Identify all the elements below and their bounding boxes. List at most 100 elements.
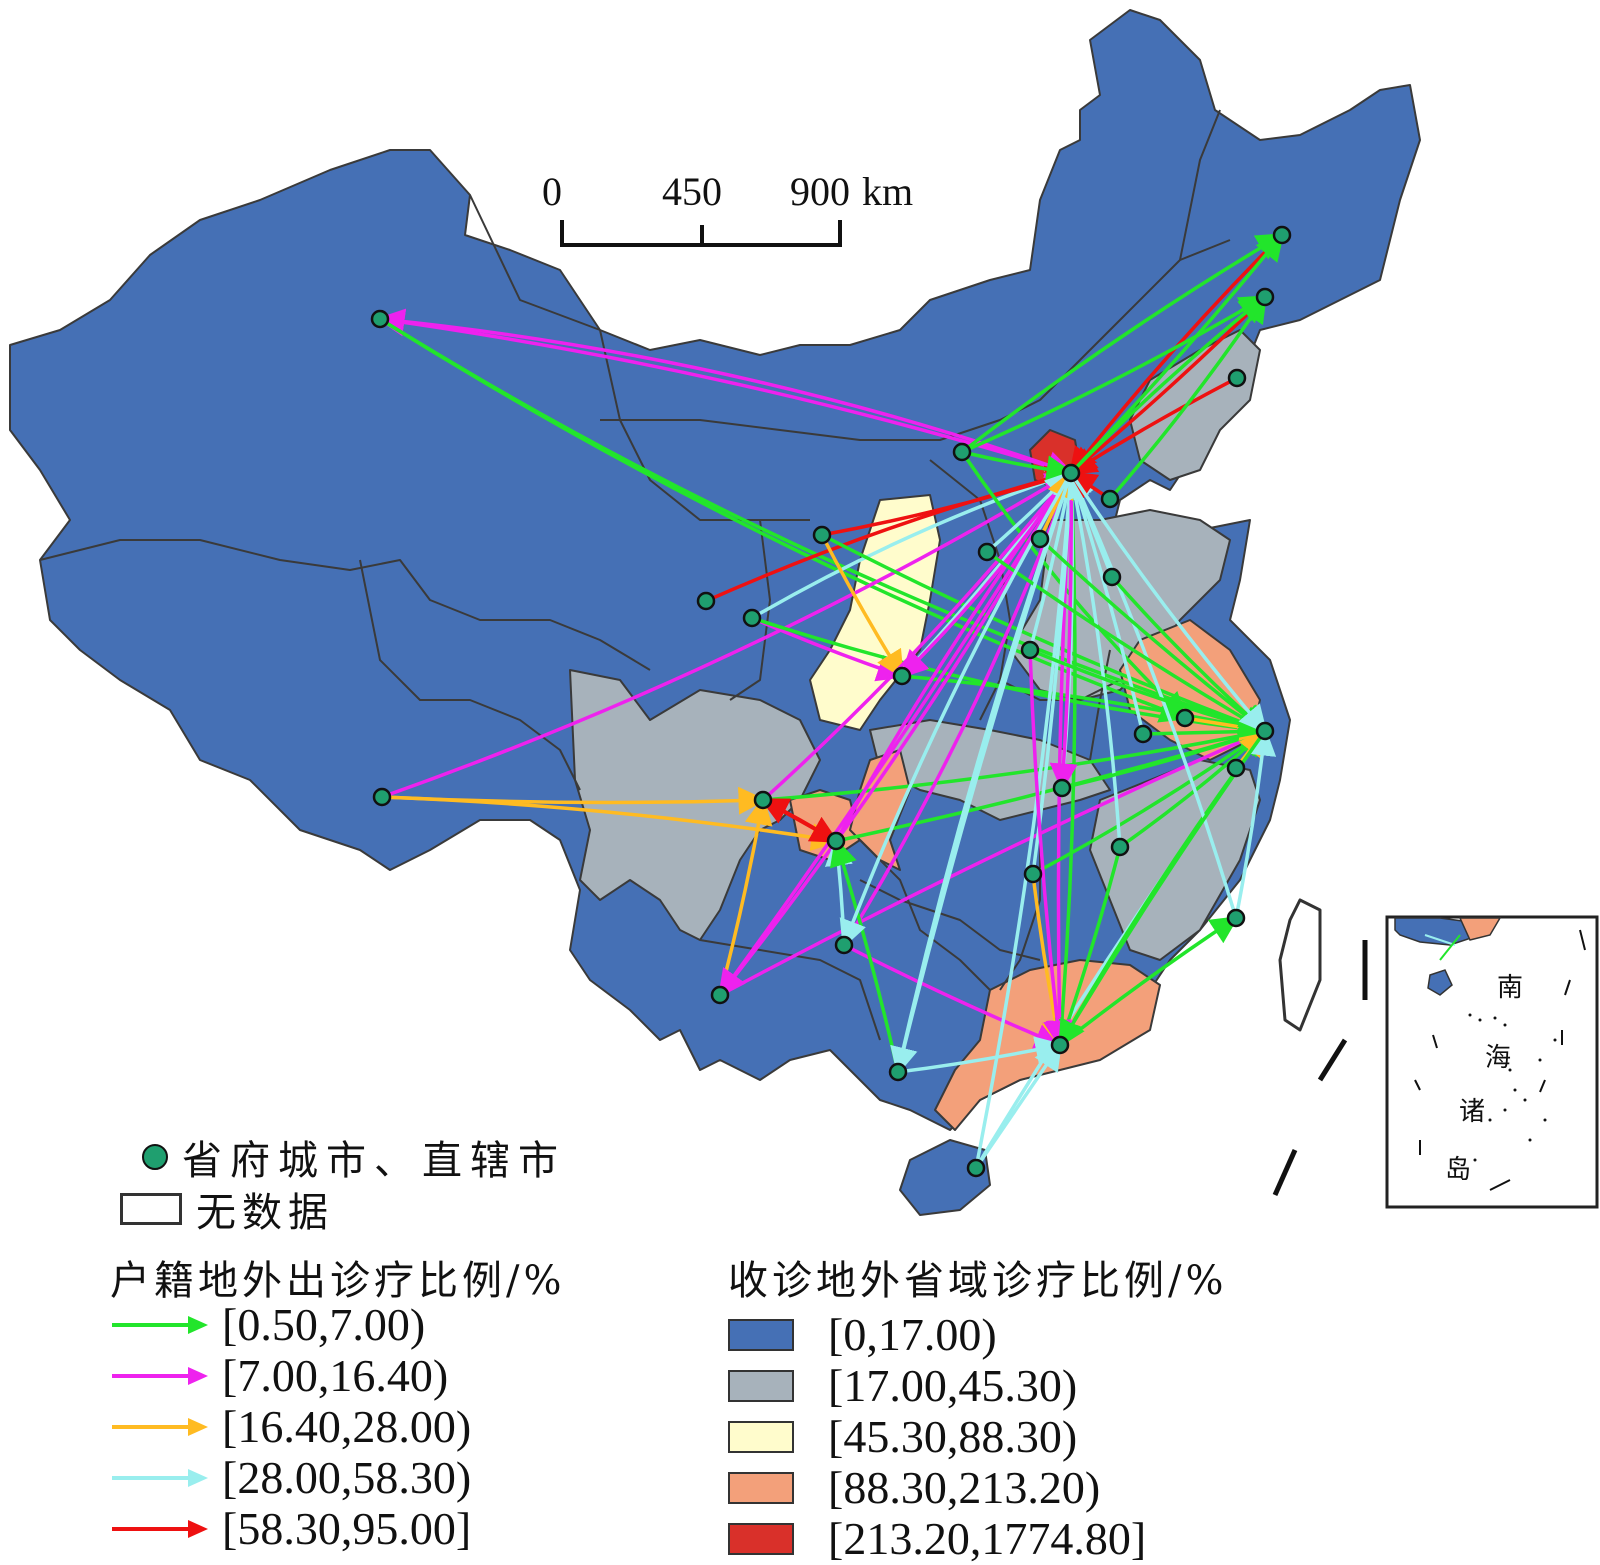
flow-arrow — [381, 795, 840, 852]
south-china-sea-inset: 南 海 诸 岛 — [1385, 915, 1599, 1209]
city-dot — [888, 1062, 908, 1082]
flow-arrow — [1068, 469, 1238, 919]
city-dot — [1226, 758, 1246, 778]
flow-arrow — [901, 674, 1269, 740]
city-dot — [1133, 724, 1153, 744]
flow-arrow — [829, 837, 900, 1073]
flow-arrow — [761, 470, 1074, 802]
city-dot — [372, 787, 392, 807]
flow-legend-label: [28.00,58.30) — [222, 1452, 472, 1503]
flow-arrow — [1234, 727, 1277, 919]
flow-legend-item: [58.30,95.00] — [110, 1502, 471, 1555]
arrow-icon — [112, 1519, 208, 1538]
taiwan-island — [1278, 898, 1322, 1032]
legend-city-label: 省府城市、直辖市 — [182, 1138, 566, 1184]
flow-arrow — [1032, 728, 1268, 876]
inset-coast — [1394, 917, 1482, 946]
city-dot — [834, 935, 854, 955]
city-dot — [1227, 368, 1247, 388]
flow-arrow — [820, 534, 904, 679]
city-dot — [977, 542, 997, 562]
flow-arrow — [961, 295, 1269, 454]
flow-legend-label: [16.40,28.00) — [222, 1401, 472, 1452]
city-dot — [753, 790, 773, 810]
city-dot — [812, 525, 832, 545]
city-dot — [966, 1158, 986, 1178]
inset-label-char: 南 — [1497, 973, 1523, 1003]
arrow-icon — [112, 1417, 208, 1436]
city-dot — [1023, 864, 1043, 884]
inset-label-char: 诸 — [1459, 1097, 1485, 1127]
fill-swatch-icon — [728, 1369, 794, 1402]
fill-legend-label: [88.30,213.20) — [828, 1462, 1101, 1513]
city-dot — [370, 309, 390, 329]
flow-arrows — [376, 232, 1286, 1169]
fill-legend-item: [45.30,88.30) — [728, 1410, 1077, 1463]
inset-label-char: 岛 — [1445, 1155, 1471, 1185]
province-shaanxi — [809, 494, 941, 731]
arrow-icon — [112, 1468, 208, 1487]
city-dot — [742, 608, 762, 628]
fill-swatch-icon — [728, 1420, 794, 1453]
legend-city-entry: 省府城市、直辖市 — [142, 1128, 566, 1186]
city-dot — [952, 442, 972, 462]
scale-unit: km — [862, 169, 913, 214]
flow-arrow — [1069, 472, 1268, 734]
flow-arrow — [974, 469, 1084, 1169]
city-dot — [1102, 567, 1122, 587]
legend-nodata-entry: 无数据 — [120, 1180, 334, 1238]
scale-tick-label: 0 — [542, 169, 562, 214]
city-dot — [1175, 708, 1195, 728]
scale-bar-line — [560, 220, 842, 247]
flow-legend-item: [7.00,16.40) — [110, 1349, 448, 1402]
province-sichuan — [569, 669, 821, 941]
city-dot — [696, 591, 716, 611]
flow-legend-item: [0.50,7.00) — [110, 1298, 425, 1351]
legend-nodata-label: 无数据 — [196, 1190, 334, 1236]
city-dot — [1226, 908, 1246, 928]
fill-swatch-icon — [728, 1471, 794, 1504]
arrow-icon — [112, 1315, 208, 1334]
flow-arrow — [717, 472, 1073, 998]
city-dot — [1061, 463, 1081, 483]
flow-arrow — [985, 550, 1269, 733]
flow-legend-label: [0.50,7.00) — [222, 1299, 426, 1350]
scale-tick-label: 450 — [662, 169, 722, 214]
nodata-swatch-icon — [120, 1193, 182, 1225]
flow-legend-label: [7.00,16.40) — [222, 1350, 449, 1401]
fill-legend-item: [17.00,45.30) — [728, 1359, 1077, 1412]
city-dot — [1020, 640, 1040, 660]
flow-arrow — [1049, 472, 1078, 792]
arrow-icon — [112, 1366, 208, 1385]
city-dot — [1050, 1035, 1070, 1055]
city-dot — [1272, 225, 1292, 245]
flow-arrow — [1038, 537, 1268, 734]
inset-hainan — [1427, 969, 1453, 996]
fill-legend-label: [45.30,88.30) — [828, 1411, 1078, 1462]
flow-legend-item: [28.00,58.30) — [110, 1451, 471, 1504]
city-dot — [1110, 837, 1130, 857]
city-dot — [1030, 529, 1050, 549]
fill-legend-item: [213.20,1774.80] — [728, 1512, 1146, 1565]
fill-swatch-icon — [728, 1522, 794, 1555]
flow-arrow — [960, 233, 1286, 454]
city-dot — [1255, 721, 1275, 741]
legend-flow-title: 户籍地外出诊疗比例/% — [110, 1258, 566, 1304]
fill-legend-label: [0,17.00) — [828, 1309, 997, 1360]
fill-legend-label: [213.20,1774.80] — [828, 1513, 1147, 1564]
city-dot — [892, 666, 912, 686]
inset-guangdong — [1458, 917, 1502, 941]
flow-arrow — [751, 467, 1075, 620]
city-dot — [710, 985, 730, 1005]
flow-arrow — [821, 533, 1269, 736]
city-dot — [1100, 489, 1120, 509]
province-liaoning-jilin — [1129, 329, 1261, 481]
flow-arrow — [1028, 649, 1072, 1049]
flow-arrow — [960, 451, 1188, 721]
legend-fill-title: 收诊地外省域诊疗比例/% — [728, 1258, 1228, 1304]
flow-arrow — [890, 472, 1073, 1076]
city-dot-icon — [142, 1144, 168, 1170]
fill-legend-label: [17.00,45.30) — [828, 1360, 1078, 1411]
